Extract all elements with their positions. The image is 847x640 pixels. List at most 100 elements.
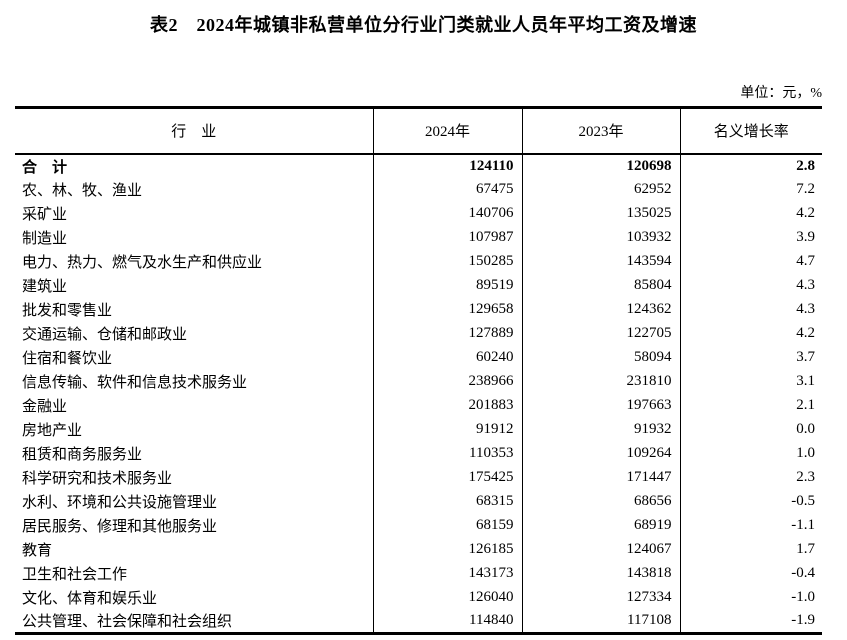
growth-cell: 4.3 [679, 273, 822, 298]
industry-cell: 租赁和商务服务业 [22, 447, 143, 463]
value-2023-cell: 68919 [521, 513, 680, 538]
value-2023-cell: 124067 [521, 537, 680, 562]
growth-cell: 2.3 [679, 465, 822, 490]
table-row: 卫生和社会工作 143173 143818 -0.4 [15, 561, 822, 586]
value-2023-cell: 62952 [521, 177, 680, 202]
value-2023-cell: 171447 [521, 465, 680, 490]
header-2024: 2024年 [372, 107, 522, 154]
value-2024-cell: 143173 [372, 561, 522, 586]
growth-cell: 3.7 [679, 345, 822, 370]
industry-cell: 采矿业 [22, 207, 68, 223]
table-row: 制造业 107987 103932 3.9 [15, 225, 822, 250]
table-row: 居民服务、修理和其他服务业 68159 68919 -1.1 [15, 513, 822, 538]
value-2024-cell: 127889 [372, 321, 522, 346]
value-2024-cell: 114840 [372, 609, 522, 634]
value-2024-cell: 238966 [372, 369, 522, 394]
table-row: 建筑业 89519 85804 4.3 [15, 273, 822, 298]
value-2023-cell: 91932 [521, 417, 680, 442]
value-2023-cell: 58094 [521, 345, 680, 370]
header-growth: 名义增长率 [679, 107, 822, 154]
industry-cell: 合 计 [22, 159, 68, 176]
growth-cell: 1.0 [679, 441, 822, 466]
value-2023-cell: 127334 [521, 585, 680, 610]
wage-table: 行 业 2024年 2023年 名义增长率 合 计 124110 120698 2.8… [15, 106, 822, 635]
table-row: 房地产业 91912 91932 0.0 [15, 417, 822, 442]
value-2023-cell: 197663 [521, 393, 680, 418]
growth-cell: -0.4 [679, 561, 822, 586]
table-row: 住宿和餐饮业 60240 58094 3.7 [15, 345, 822, 370]
growth-cell: 2.8 [679, 153, 822, 178]
industry-cell: 住宿和餐饮业 [22, 351, 113, 367]
table-row: 信息传输、软件和信息技术服务业 238966 231810 3.1 [15, 369, 822, 394]
value-2024-cell: 140706 [372, 201, 522, 226]
value-2024-cell: 201883 [372, 393, 522, 418]
industry-cell: 电力、热力、燃气及水生产和供应业 [22, 255, 263, 271]
growth-cell: 0.0 [679, 417, 822, 442]
value-2023-cell: 135025 [521, 201, 680, 226]
value-2024-cell: 89519 [372, 273, 522, 298]
value-2023-cell: 117108 [521, 609, 680, 634]
industry-cell: 信息传输、软件和信息技术服务业 [22, 375, 248, 391]
unit-label: 单位：元，% [740, 86, 822, 101]
table-row: 批发和零售业 129658 124362 4.3 [15, 297, 822, 322]
value-2024-cell: 67475 [372, 177, 522, 202]
table-row: 水利、环境和公共设施管理业 68315 68656 -0.5 [15, 489, 822, 514]
value-2024-cell: 124110 [372, 153, 522, 178]
table-row: 电力、热力、燃气及水生产和供应业 150285 143594 4.7 [15, 249, 822, 274]
header-row: 行 业 2024年 2023年 名义增长率 [15, 107, 822, 154]
value-2023-cell: 122705 [521, 321, 680, 346]
value-2023-cell: 109264 [521, 441, 680, 466]
industry-cell: 建筑业 [22, 279, 68, 295]
growth-cell: -1.9 [679, 609, 822, 634]
value-2024-cell: 129658 [372, 297, 522, 322]
industry-cell: 公共管理、社会保障和社会组织 [22, 614, 233, 631]
growth-cell: 3.1 [679, 369, 822, 394]
industry-cell: 教育 [22, 543, 53, 559]
growth-cell: 4.3 [679, 297, 822, 322]
table-row: 合 计 124110 120698 2.8 [15, 153, 822, 178]
value-2024-cell: 91912 [372, 417, 522, 442]
header-industry: 行 业 [171, 124, 217, 141]
value-2023-cell: 124362 [521, 297, 680, 322]
industry-cell: 交通运输、仓储和邮政业 [22, 327, 188, 343]
value-2023-cell: 143818 [521, 561, 680, 586]
growth-cell: 2.1 [679, 393, 822, 418]
header-2023: 2023年 [521, 107, 680, 154]
value-2024-cell: 60240 [372, 345, 522, 370]
value-2024-cell: 110353 [372, 441, 522, 466]
industry-cell: 农、林、牧、渔业 [22, 183, 143, 199]
value-2023-cell: 68656 [521, 489, 680, 514]
table-title: 表2 2024年城镇非私营单位分行业门类就业人员年平均工资及增速 [150, 15, 697, 35]
industry-cell: 科学研究和技术服务业 [22, 471, 173, 487]
table-row: 农、林、牧、渔业 67475 62952 7.2 [15, 177, 822, 202]
value-2023-cell: 143594 [521, 249, 680, 274]
table-row: 文化、体育和娱乐业 126040 127334 -1.0 [15, 585, 822, 610]
table-row: 交通运输、仓储和邮政业 127889 122705 4.2 [15, 321, 822, 346]
industry-cell: 房地产业 [22, 423, 83, 439]
growth-cell: -1.1 [679, 513, 822, 538]
table-row: 教育 126185 124067 1.7 [15, 537, 822, 562]
value-2024-cell: 126185 [372, 537, 522, 562]
growth-cell: 4.2 [679, 201, 822, 226]
table-row: 租赁和商务服务业 110353 109264 1.0 [15, 441, 822, 466]
industry-cell: 制造业 [22, 231, 68, 247]
growth-cell: 4.2 [679, 321, 822, 346]
industry-cell: 批发和零售业 [22, 303, 113, 319]
value-2024-cell: 126040 [372, 585, 522, 610]
industry-cell: 金融业 [22, 399, 68, 415]
growth-cell: -0.5 [679, 489, 822, 514]
table-row: 金融业 201883 197663 2.1 [15, 393, 822, 418]
industry-cell: 居民服务、修理和其他服务业 [22, 519, 218, 535]
value-2023-cell: 85804 [521, 273, 680, 298]
value-2024-cell: 150285 [372, 249, 522, 274]
value-2023-cell: 120698 [521, 153, 680, 178]
industry-cell: 水利、环境和公共设施管理业 [22, 495, 218, 511]
industry-cell: 文化、体育和娱乐业 [22, 591, 158, 607]
table-row: 采矿业 140706 135025 4.2 [15, 201, 822, 226]
value-2024-cell: 68315 [372, 489, 522, 514]
value-2023-cell: 103932 [521, 225, 680, 250]
growth-cell: 4.7 [679, 249, 822, 274]
value-2024-cell: 68159 [372, 513, 522, 538]
growth-cell: 3.9 [679, 225, 822, 250]
table-body: 合 计 124110 120698 2.8 农、林、牧、渔业 67475 62952 7.2 采… [15, 153, 822, 634]
